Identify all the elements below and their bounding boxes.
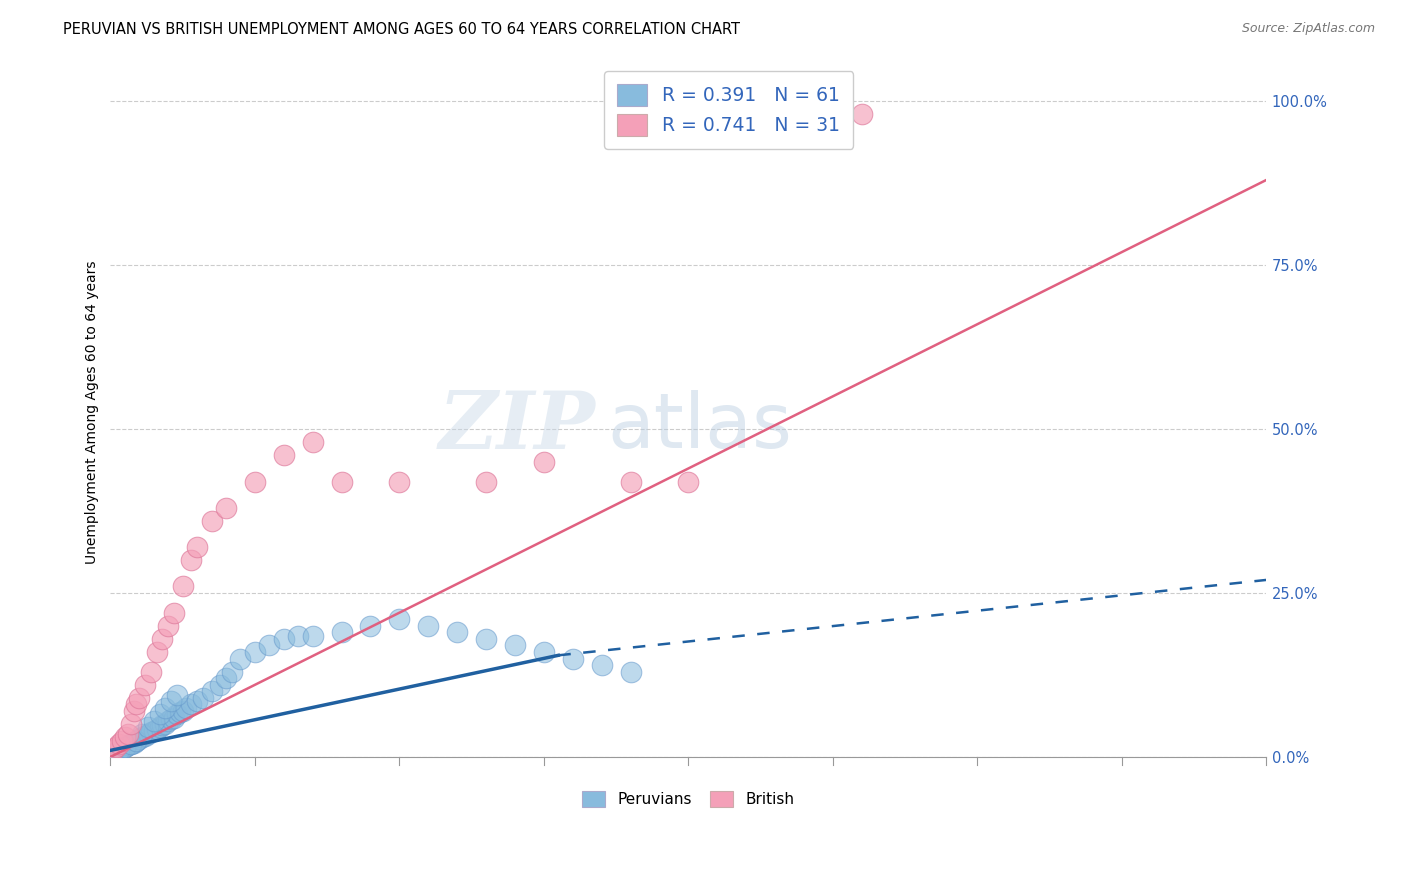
Point: [142, 714, 165, 728]
Point: [388, 612, 411, 626]
Text: PERUVIAN VS BRITISH UNEMPLOYMENT AMONG AGES 60 TO 64 YEARS CORRELATION CHART: PERUVIAN VS BRITISH UNEMPLOYMENT AMONG A…: [63, 22, 741, 37]
Text: Source: ZipAtlas.com: Source: ZipAtlas.com: [1241, 22, 1375, 36]
Point: [678, 475, 700, 489]
Point: [142, 723, 165, 738]
Point: [103, 743, 125, 757]
Point: [125, 733, 148, 747]
Point: [128, 690, 150, 705]
Point: [200, 514, 222, 528]
Point: [475, 475, 498, 489]
Point: [128, 731, 150, 746]
Point: [108, 737, 131, 751]
Point: [619, 475, 641, 489]
Point: [160, 712, 183, 726]
Point: [103, 747, 125, 761]
Point: [131, 731, 153, 745]
Point: [125, 733, 148, 747]
Point: [243, 475, 266, 489]
Point: [105, 745, 128, 759]
Point: [229, 651, 252, 665]
Point: [561, 651, 583, 665]
Point: [117, 727, 139, 741]
Legend: Peruvians, British: Peruvians, British: [575, 783, 801, 814]
Point: [330, 625, 353, 640]
Point: [273, 448, 295, 462]
Point: [180, 553, 202, 567]
Point: [148, 721, 170, 735]
Point: [148, 707, 170, 722]
Point: [360, 619, 382, 633]
Point: [186, 694, 208, 708]
Point: [114, 740, 136, 755]
Point: [160, 694, 183, 708]
Point: [114, 740, 136, 755]
Point: [145, 723, 167, 737]
Point: [475, 632, 498, 646]
Point: [152, 718, 174, 732]
Point: [169, 706, 191, 720]
Point: [174, 700, 197, 714]
Point: [155, 717, 177, 731]
Text: atlas: atlas: [607, 390, 793, 464]
Point: [120, 737, 142, 751]
Point: [131, 727, 153, 741]
Point: [851, 107, 873, 121]
Point: [209, 678, 232, 692]
Point: [163, 710, 186, 724]
Point: [172, 579, 194, 593]
Point: [591, 658, 613, 673]
Point: [388, 475, 411, 489]
Point: [180, 698, 202, 712]
Point: [120, 717, 142, 731]
Point: [215, 500, 238, 515]
Point: [330, 475, 353, 489]
Point: [166, 707, 188, 722]
Point: [287, 629, 309, 643]
Text: ZIP: ZIP: [439, 388, 596, 466]
Point: [301, 629, 323, 643]
Point: [134, 678, 156, 692]
Point: [108, 743, 131, 757]
Point: [139, 665, 162, 679]
Point: [166, 688, 188, 702]
Point: [215, 671, 238, 685]
Point: [125, 698, 148, 712]
Point: [186, 540, 208, 554]
Point: [163, 606, 186, 620]
Y-axis label: Unemployment Among Ages 60 to 64 years: Unemployment Among Ages 60 to 64 years: [86, 261, 100, 565]
Point: [446, 625, 468, 640]
Point: [619, 665, 641, 679]
Point: [533, 455, 555, 469]
Point: [157, 714, 180, 728]
Point: [108, 743, 131, 757]
Point: [122, 704, 145, 718]
Point: [152, 632, 174, 646]
Point: [145, 645, 167, 659]
Point: [301, 435, 323, 450]
Point: [157, 619, 180, 633]
Point: [114, 731, 136, 745]
Point: [111, 742, 134, 756]
Point: [243, 645, 266, 659]
Point: [418, 619, 440, 633]
Point: [273, 632, 295, 646]
Point: [503, 639, 526, 653]
Point: [136, 727, 159, 741]
Point: [122, 735, 145, 749]
Point: [120, 737, 142, 751]
Point: [111, 733, 134, 747]
Point: [533, 645, 555, 659]
Point: [200, 684, 222, 698]
Point: [117, 738, 139, 752]
Point: [139, 725, 162, 739]
Point: [172, 704, 194, 718]
Point: [105, 740, 128, 755]
Point: [221, 665, 243, 679]
Point: [259, 639, 281, 653]
Point: [191, 690, 214, 705]
Point: [136, 721, 159, 735]
Point: [134, 729, 156, 743]
Point: [155, 700, 177, 714]
